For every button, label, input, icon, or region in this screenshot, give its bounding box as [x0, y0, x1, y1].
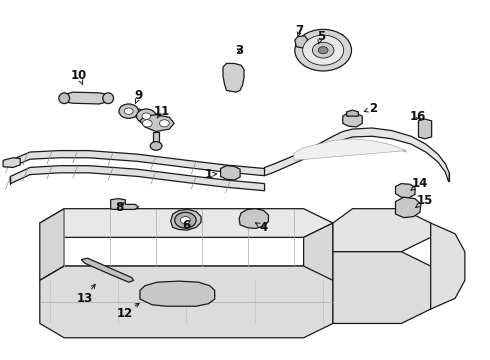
- Text: 11: 11: [154, 105, 170, 118]
- Text: 5: 5: [317, 30, 325, 44]
- Polygon shape: [333, 209, 431, 252]
- Polygon shape: [140, 115, 174, 132]
- Text: 14: 14: [411, 177, 428, 190]
- Polygon shape: [10, 150, 265, 176]
- Polygon shape: [40, 266, 333, 295]
- Polygon shape: [343, 113, 362, 127]
- Text: 12: 12: [116, 303, 139, 320]
- Polygon shape: [220, 166, 240, 180]
- Polygon shape: [81, 258, 134, 282]
- Polygon shape: [171, 210, 201, 230]
- Polygon shape: [125, 107, 155, 121]
- Circle shape: [143, 120, 152, 127]
- Polygon shape: [140, 281, 215, 306]
- Text: 10: 10: [71, 69, 87, 85]
- Polygon shape: [40, 266, 333, 338]
- Polygon shape: [418, 119, 432, 139]
- Ellipse shape: [59, 93, 70, 104]
- Circle shape: [150, 141, 162, 150]
- Text: 6: 6: [182, 219, 191, 233]
- Text: 13: 13: [76, 284, 95, 305]
- Circle shape: [180, 217, 190, 224]
- Polygon shape: [395, 184, 415, 198]
- Circle shape: [124, 108, 133, 114]
- Polygon shape: [265, 128, 449, 181]
- Text: 15: 15: [416, 194, 433, 207]
- Circle shape: [142, 113, 151, 120]
- Text: 8: 8: [115, 202, 124, 215]
- Circle shape: [303, 35, 343, 65]
- Polygon shape: [294, 139, 406, 160]
- Text: 7: 7: [295, 24, 304, 37]
- Text: 16: 16: [409, 110, 426, 123]
- Polygon shape: [431, 223, 465, 309]
- Circle shape: [318, 46, 328, 54]
- Polygon shape: [295, 36, 308, 48]
- Circle shape: [137, 109, 156, 123]
- Polygon shape: [111, 199, 139, 210]
- Text: 2: 2: [364, 102, 377, 115]
- Text: 9: 9: [135, 89, 143, 103]
- Polygon shape: [304, 223, 333, 295]
- Ellipse shape: [103, 93, 114, 104]
- Polygon shape: [10, 166, 265, 191]
- Polygon shape: [395, 197, 421, 218]
- Circle shape: [174, 212, 196, 228]
- Circle shape: [119, 104, 139, 118]
- Circle shape: [313, 42, 334, 58]
- Polygon shape: [153, 132, 159, 144]
- Polygon shape: [239, 209, 269, 228]
- Polygon shape: [40, 209, 64, 280]
- Polygon shape: [64, 92, 108, 104]
- Text: 1: 1: [204, 168, 217, 181]
- Text: 3: 3: [235, 44, 243, 57]
- Polygon shape: [333, 252, 431, 323]
- Text: 4: 4: [256, 221, 267, 234]
- Polygon shape: [346, 110, 358, 116]
- Polygon shape: [3, 158, 20, 167]
- Polygon shape: [40, 209, 333, 237]
- Polygon shape: [223, 63, 244, 92]
- Circle shape: [295, 30, 351, 71]
- Circle shape: [159, 120, 169, 127]
